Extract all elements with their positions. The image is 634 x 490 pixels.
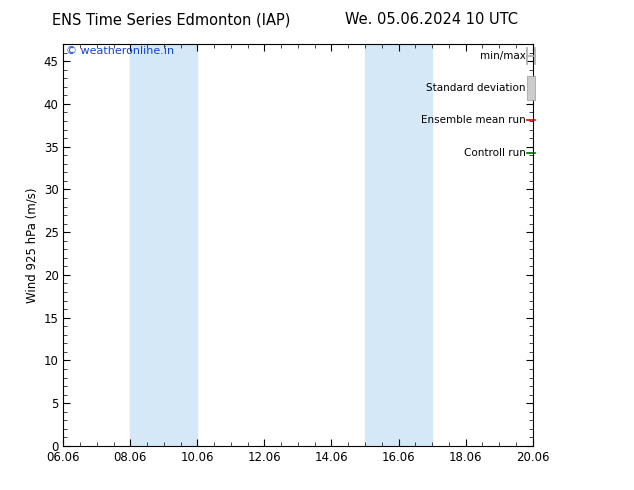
Text: © weatheronline.in: © weatheronline.in (66, 46, 174, 56)
Text: Standard deviation: Standard deviation (426, 83, 526, 93)
Text: ENS Time Series Edmonton (IAP): ENS Time Series Edmonton (IAP) (52, 12, 290, 27)
Bar (527, 76, 535, 100)
Text: We. 05.06.2024 10 UTC: We. 05.06.2024 10 UTC (345, 12, 517, 27)
Bar (131, 44, 197, 446)
Text: Controll run: Controll run (463, 147, 526, 158)
Bar (365, 44, 432, 446)
Text: min/max: min/max (480, 51, 526, 61)
Text: Ensemble mean run: Ensemble mean run (421, 116, 526, 125)
Y-axis label: Wind 925 hPa (m/s): Wind 925 hPa (m/s) (25, 187, 38, 303)
